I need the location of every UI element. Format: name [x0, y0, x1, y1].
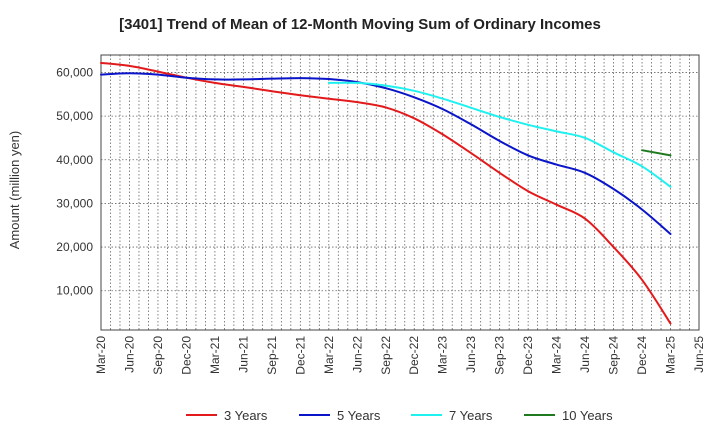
legend-label-7-years: 7 Years	[449, 408, 493, 423]
x-tick-label: Mar-21	[208, 336, 222, 374]
legend-label-5-years: 5 Years	[337, 408, 381, 423]
x-tick-label: Dec-20	[179, 336, 193, 375]
axes-layer	[101, 55, 699, 330]
x-tick-label: Sep-22	[379, 336, 393, 375]
x-tick-label: Jun-24	[578, 336, 592, 373]
x-tick-label: Mar-25	[664, 336, 678, 374]
x-tick-label: Sep-23	[493, 336, 507, 375]
x-tick-label: Sep-21	[265, 336, 279, 375]
plot-frame	[101, 55, 699, 330]
x-tick-label: Mar-22	[322, 336, 336, 374]
series-line-10-years	[642, 150, 671, 155]
y-tick-label: 10,000	[56, 284, 93, 298]
legend: 3 Years 5 Years 7 Years 10 Years	[186, 408, 613, 423]
y-tick-label: 40,000	[56, 153, 93, 167]
x-tick-label: Jun-23	[464, 336, 478, 373]
x-tick-label: Jun-21	[236, 336, 250, 373]
legend-label-3-years: 3 Years	[224, 408, 268, 423]
x-tick-label: Dec-24	[635, 336, 649, 375]
grid-layer	[101, 55, 699, 330]
x-tick-label: Sep-20	[151, 336, 165, 375]
y-tick-label: 20,000	[56, 240, 93, 254]
x-tick-label: Dec-23	[521, 336, 535, 375]
x-tick-label: Mar-24	[550, 336, 564, 374]
line-chart: 10,000 20,000 30,000 40,000 50,000 60,000 Mar-…	[0, 0, 720, 440]
y-tick-label: 50,000	[56, 109, 93, 123]
x-tick-label: Mar-20	[94, 336, 108, 374]
y-tick-label: 60,000	[56, 65, 93, 79]
x-tick-label: Jun-22	[350, 336, 364, 373]
x-tick-label: Mar-23	[436, 336, 450, 374]
x-tick-label: Dec-21	[293, 336, 307, 375]
x-tick-label: Sep-24	[607, 336, 621, 375]
x-tick-label: Dec-22	[407, 336, 421, 375]
x-tick-label: Jun-20	[122, 336, 136, 373]
ticks-layer: 10,000 20,000 30,000 40,000 50,000 60,000 Mar-…	[56, 65, 706, 374]
legend-label-10-years: 10 Years	[562, 408, 613, 423]
y-axis-label: Amount (million yen)	[7, 131, 22, 250]
y-tick-label: 30,000	[56, 196, 93, 210]
x-tick-label: Jun-25	[692, 336, 706, 373]
